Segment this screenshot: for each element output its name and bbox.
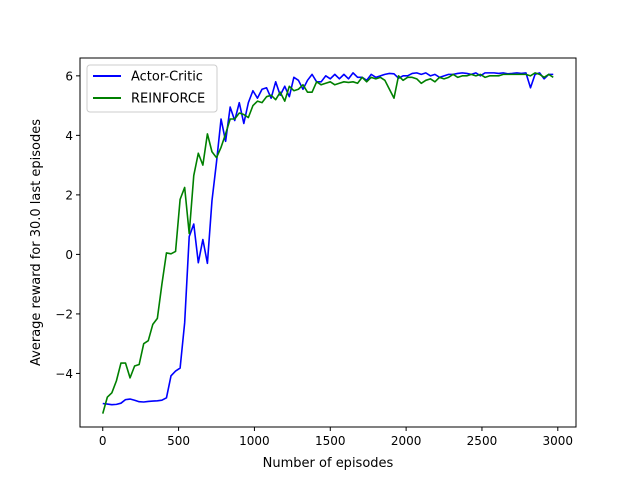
plot-frame (79, 57, 577, 428)
x-tick-label: 2500 (467, 434, 498, 448)
legend-label-reinforce: REINFORCE (131, 92, 205, 107)
x-tick-label: 1500 (315, 434, 346, 448)
y-axis: −4 −2 0 2 4 6 (55, 69, 80, 381)
x-axis: 0 500 1000 1500 2000 2500 3000 (99, 427, 573, 448)
y-axis-label: Average reward for 30.0 last episodes (29, 119, 44, 366)
x-tick-label: 2000 (391, 434, 422, 448)
plot-series (101, 72, 554, 414)
legend: Actor-Critic REINFORCE (86, 64, 218, 113)
x-tick-label: 0 (99, 434, 107, 448)
y-tick-label: 0 (65, 248, 73, 262)
series-line-1 (101, 72, 554, 414)
x-axis-label: Number of episodes (263, 456, 394, 471)
y-tick-label: 6 (65, 69, 73, 83)
x-tick-label: 500 (167, 434, 190, 448)
y-tick-label: −2 (55, 307, 73, 321)
x-tick-label: 3000 (543, 434, 574, 448)
legend-label-actor-critic: Actor-Critic (131, 70, 203, 85)
y-tick-label: 2 (65, 188, 73, 202)
y-tick-label: 4 (65, 129, 73, 143)
y-tick-label: −4 (55, 367, 73, 381)
x-tick-label: 1000 (239, 434, 270, 448)
